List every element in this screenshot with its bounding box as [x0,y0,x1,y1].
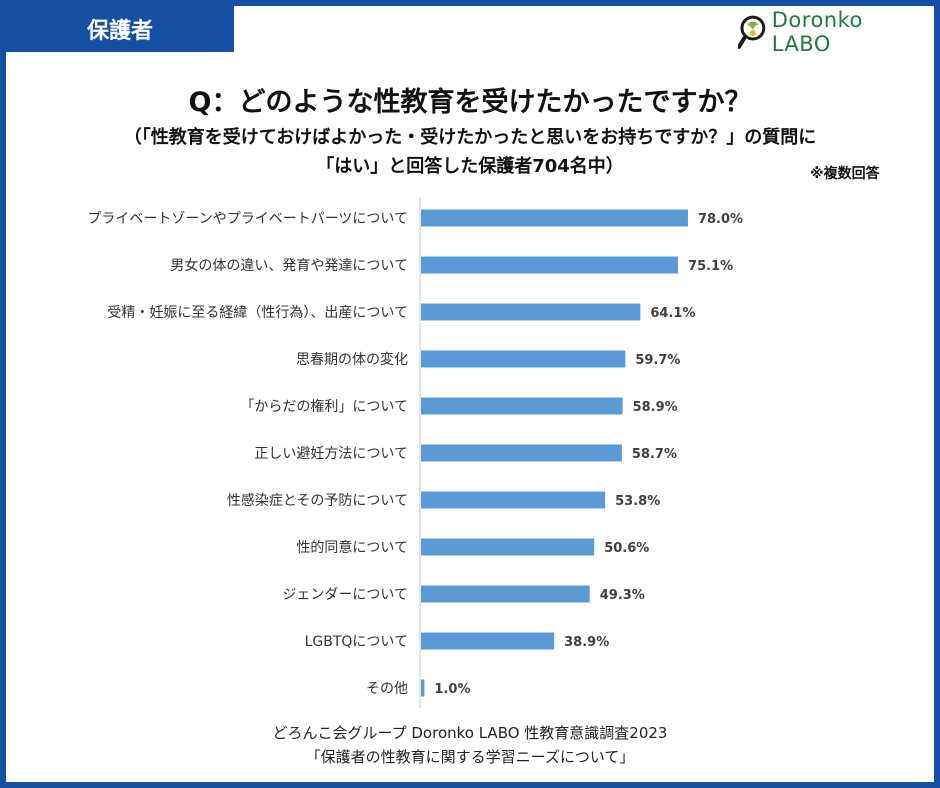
chart-title: Q：どのような性教育を受けたかったですか？ [188,87,752,118]
bar [421,632,555,650]
bar [421,585,590,603]
chart-subtitle-line1: （「性教育を受けておけばよかった・受けたかったと思いをお持ちですか？」の質問に [123,127,817,148]
data-label: 78.0% [698,212,743,227]
data-label: 59.7% [635,353,680,368]
category-label: 男女の体の違い、発育や発達について [170,257,408,274]
category-label: 受精・妊娠に至る経緯（性行為）、出産について [107,305,408,321]
data-label: 64.1% [650,306,695,321]
category-label: 正しい避妊方法について [254,446,408,462]
doronko-labo-logo: Doronko LABO [738,8,928,56]
data-label: 49.3% [600,588,645,603]
footer-survey-title: 「保護者の性教育に関する学習ニーズについて」 [305,748,635,766]
data-label: 38.9% [564,635,609,650]
category-label: プライベートゾーンやプライベートパーツについて [87,211,408,227]
magnifier-logo-icon [738,15,766,49]
category-label: その他 [366,681,408,697]
data-label: 50.6% [604,541,649,556]
logo-text: Doronko LABO [771,8,863,56]
bar [421,538,595,556]
respondent-tag: 保護者 [6,6,234,52]
bar [421,350,626,368]
bar-chart: プライベートゾーンやプライベートパーツについて 78.0% 男女の体の違い、発育や発… [87,197,743,708]
data-label: 75.1% [688,259,733,274]
chart-subtitle-line2: 「はい」と回答した保護者704名中） [316,156,624,177]
bar [421,679,425,697]
category-label: 性的同意について [296,539,408,556]
data-label: 58.9% [633,400,678,415]
bar [421,397,623,415]
category-label: LGBTQについて [305,634,408,650]
category-label: 性感染症とその予防について [227,492,408,509]
data-label: 53.8% [615,494,660,509]
bar [421,209,688,227]
bar [421,491,606,509]
multiple-answer-note: ※複数回答 [810,166,880,182]
category-label: ジェンダーについて [282,587,408,603]
category-label: 思春期の体の変化 [296,351,408,368]
data-label: 58.7% [632,447,677,462]
bar [421,444,622,462]
bar [421,256,679,274]
category-label: 「からだの権利」について [240,398,408,415]
footer-source: どろんこ会グループ Doronko LABO 性教育意識調査2023 [272,724,668,742]
bar [421,303,641,321]
data-label: 1.0% [434,682,470,697]
